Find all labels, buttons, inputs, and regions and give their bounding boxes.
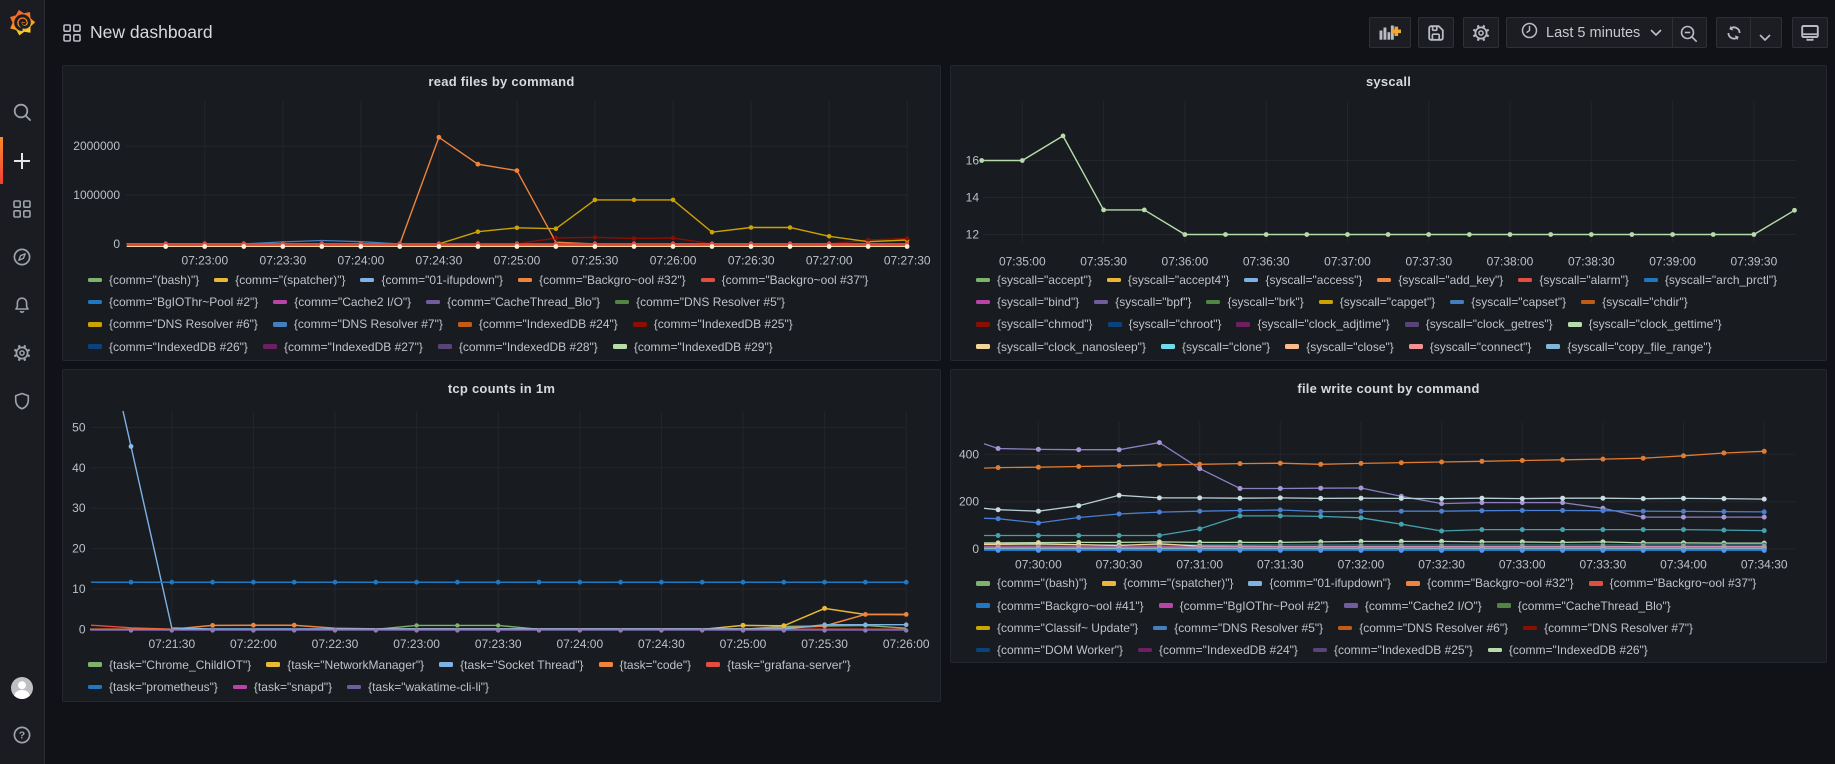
svg-text:200: 200 (959, 495, 979, 509)
svg-text:07:32:00: 07:32:00 (1338, 558, 1385, 572)
svg-text:07:27:00: 07:27:00 (806, 254, 853, 268)
svg-text:07:25:00: 07:25:00 (720, 637, 767, 651)
svg-text:14: 14 (966, 191, 980, 205)
svg-text:07:31:00: 07:31:00 (1176, 558, 1223, 572)
svg-text:07:33:30: 07:33:30 (1580, 558, 1627, 572)
svg-text:07:21:30: 07:21:30 (148, 637, 195, 651)
svg-text:07:39:30: 07:39:30 (1731, 255, 1778, 269)
svg-text:07:24:00: 07:24:00 (556, 637, 603, 651)
svg-text:07:35:30: 07:35:30 (1080, 255, 1127, 269)
svg-text:07:23:30: 07:23:30 (475, 637, 522, 651)
svg-text:12: 12 (966, 228, 980, 242)
svg-text:0: 0 (79, 622, 86, 636)
svg-text:0: 0 (972, 542, 979, 556)
svg-text:07:39:00: 07:39:00 (1649, 255, 1696, 269)
svg-text:07:25:30: 07:25:30 (572, 254, 619, 268)
svg-text:20: 20 (72, 542, 86, 556)
svg-text:07:37:30: 07:37:30 (1405, 255, 1452, 269)
svg-text:07:38:30: 07:38:30 (1568, 255, 1615, 269)
svg-text:50: 50 (72, 420, 86, 434)
svg-text:10: 10 (72, 582, 86, 596)
svg-text:07:26:00: 07:26:00 (650, 254, 697, 268)
svg-text:07:32:30: 07:32:30 (1418, 558, 1465, 572)
svg-text:07:36:00: 07:36:00 (1162, 255, 1209, 269)
svg-text:07:24:30: 07:24:30 (638, 637, 685, 651)
svg-text:07:27:30: 07:27:30 (884, 254, 931, 268)
svg-text:07:30:00: 07:30:00 (1015, 558, 1062, 572)
svg-text:07:23:30: 07:23:30 (260, 254, 307, 268)
svg-text:2000000: 2000000 (73, 139, 120, 153)
svg-text:07:23:00: 07:23:00 (181, 254, 228, 268)
svg-text:0: 0 (113, 237, 120, 251)
svg-text:07:22:00: 07:22:00 (230, 637, 277, 651)
svg-text:07:34:30: 07:34:30 (1741, 558, 1788, 572)
svg-text:07:37:00: 07:37:00 (1324, 255, 1371, 269)
svg-text:07:26:00: 07:26:00 (883, 637, 930, 651)
svg-text:07:24:30: 07:24:30 (416, 254, 463, 268)
svg-text:07:35:00: 07:35:00 (999, 255, 1046, 269)
svg-text:30: 30 (72, 501, 86, 515)
svg-text:40: 40 (72, 461, 86, 475)
svg-text:07:30:30: 07:30:30 (1096, 558, 1143, 572)
svg-text:16: 16 (966, 154, 980, 168)
svg-text:07:38:00: 07:38:00 (1487, 255, 1534, 269)
svg-text:07:33:00: 07:33:00 (1499, 558, 1546, 572)
svg-text:07:34:00: 07:34:00 (1660, 558, 1707, 572)
svg-text:07:36:30: 07:36:30 (1243, 255, 1290, 269)
svg-text:07:31:30: 07:31:30 (1257, 558, 1304, 572)
svg-text:1000000: 1000000 (73, 188, 120, 202)
svg-text:07:23:00: 07:23:00 (393, 637, 440, 651)
svg-text:?: ? (19, 730, 25, 742)
svg-text:07:25:30: 07:25:30 (801, 637, 848, 651)
svg-text:07:24:00: 07:24:00 (338, 254, 385, 268)
svg-text:400: 400 (959, 447, 979, 461)
svg-text:07:26:30: 07:26:30 (728, 254, 775, 268)
svg-text:07:22:30: 07:22:30 (312, 637, 359, 651)
svg-text:07:25:00: 07:25:00 (494, 254, 541, 268)
